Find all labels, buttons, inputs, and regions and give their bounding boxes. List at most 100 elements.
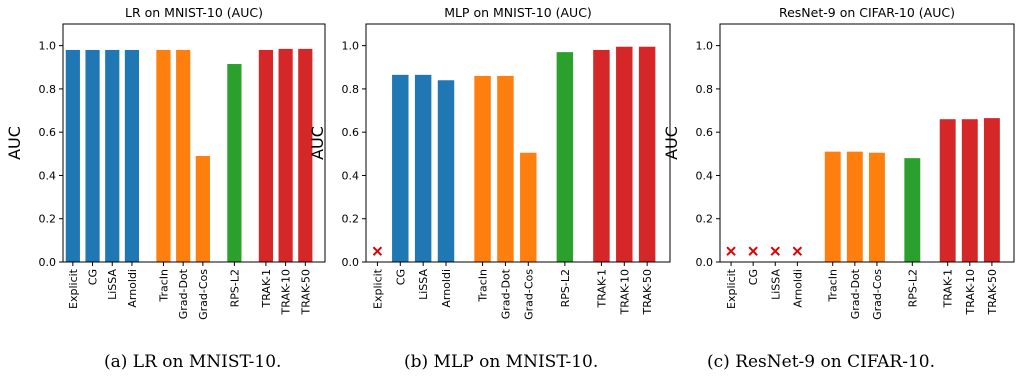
y-tick-label: 0.6 [342,126,360,139]
x-tick-label: TRAK-50 [641,269,654,315]
caption-c: (c) ResNet-9 on CIFAR-10. [707,352,935,372]
bar-grad-cos [520,152,537,262]
x-tick-label: TRAK-1 [942,269,955,308]
bar-arnoldi [124,49,140,262]
x-tick-label: TRAK-10 [964,269,977,315]
y-tick-label: 0.8 [39,83,57,96]
x-tick-label: Grad-Dot [849,268,862,319]
chart-panel-3: ResNet-9 on CIFAR-10 (AUC) AUC 0.0 0.2 0.4 0.… [662,5,1015,320]
y-tick-label: 1.0 [342,40,360,53]
bar-cg [392,74,409,262]
bar-grad-dot [497,75,514,262]
x-tick-label: TracIn [157,269,170,303]
x-tick-label: TRAK-50 [299,269,312,315]
x-tick-label: TRAK-1 [260,269,273,308]
y-tick-label: 0.4 [696,169,714,182]
y-axis-label: AUC [5,126,24,160]
x-tick-label: Arnoldi [791,269,804,308]
plot-frame [62,23,326,263]
bar-trak-10 [961,119,978,262]
missing-marker [372,246,383,256]
chart-title: LR on MNIST-10 (AUC) [125,5,263,20]
bar-rps-l2 [227,64,242,262]
bar-grad-dot [846,151,863,262]
bar-tracin [474,75,491,262]
bar-rps-l2 [556,52,574,262]
y-tick-label: 0.2 [342,213,360,226]
bar-trak-50 [298,48,313,262]
x-tick-label: Grad-Dot [499,268,512,319]
bar-trak-50 [983,118,1000,262]
x-tick-label: LiSSA [106,269,119,300]
missing-marker [748,246,758,256]
y-tick-label: 0.6 [39,126,57,139]
x-tick-label: Explicit [725,268,738,309]
x-tick-label: Grad-Cos [197,269,210,320]
x-tick-label: CG [747,269,760,285]
missing-marker [726,246,736,256]
bar-tracin [156,49,171,262]
x-tick-label: Arnoldi [440,269,453,308]
x-tick-label: Arnoldi [126,269,139,308]
x-tick-label: LiSSA [417,269,430,300]
chart-panel-1: LR on MNIST-10 (AUC) AUC 0.0 0.2 0.4 0.6 0.8 1.… [5,5,326,320]
x-tick-label: TRAK-10 [618,269,631,315]
x-tick-label: TRAK-10 [280,269,293,315]
x-tick-label: TracIn [827,269,840,303]
x-tick-label: RPS-L2 [228,269,241,307]
missing-marker [792,246,803,256]
y-tick-label: 0.8 [342,83,360,96]
x-tick-label: CG [87,269,100,285]
x-tick-label: TRAK-50 [986,269,999,315]
bar-trak-1 [258,49,273,262]
missing-marker-stroke [726,246,736,256]
bar-rps-l2 [904,158,921,262]
y-tick-label: 0.2 [696,213,714,226]
y-tick-label: 0.8 [696,83,714,96]
missing-marker-stroke [792,246,803,256]
plot-frame [365,23,671,263]
x-tick-label: LiSSA [769,269,782,300]
chart-title: MLP on MNIST-10 (AUC) [444,5,592,20]
x-tick-label: Grad-Cos [522,269,535,320]
y-tick-label: 0.6 [696,126,714,139]
bar-trak-50 [638,46,656,262]
y-tick-label: 0.4 [39,169,57,182]
x-tick-label: Explicit [371,268,384,309]
caption-b: (b) MLP on MNIST-10. [404,352,599,372]
missing-marker [770,246,780,256]
bar-grad-cos [195,155,210,262]
y-tick-label: 1.0 [39,40,57,53]
chart-title: ResNet-9 on CIFAR-10 (AUC) [779,5,955,20]
y-axis-label: AUC [308,126,327,160]
missing-marker-stroke [770,246,780,256]
bar-cg [85,49,100,262]
bar-lissa [414,74,432,262]
bar-trak-1 [939,119,956,262]
bar-arnoldi [437,80,455,262]
bar-tracin [824,151,841,262]
x-tick-label: Explicit [67,268,80,309]
missing-marker-stroke [372,246,383,256]
caption-a: (a) LR on MNIST-10. [104,352,282,372]
bar-trak-10 [278,48,293,262]
x-tick-label: RPS-L2 [906,269,919,307]
y-tick-label: 0.0 [342,256,360,269]
x-tick-label: TracIn [477,269,490,303]
y-tick-label: 0.0 [696,256,714,269]
y-tick-label: 0.0 [39,256,57,269]
bar-trak-1 [593,49,610,262]
x-tick-label: RPS-L2 [559,269,572,307]
bar-explicit [65,49,80,262]
bar-grad-dot [176,49,191,262]
y-tick-label: 1.0 [696,40,714,53]
y-tick-label: 0.2 [39,213,57,226]
x-tick-label: TRAK-1 [595,269,608,308]
chart-panel-2: MLP on MNIST-10 (AUC) AUC 0.0 0.2 0.4 0.6 0.8 1… [308,5,671,320]
bar-grad-cos [868,152,885,262]
x-tick-label: CG [394,269,407,285]
y-axis-label: AUC [662,126,681,160]
y-tick-label: 0.4 [342,169,360,182]
bar-trak-10 [616,46,633,262]
